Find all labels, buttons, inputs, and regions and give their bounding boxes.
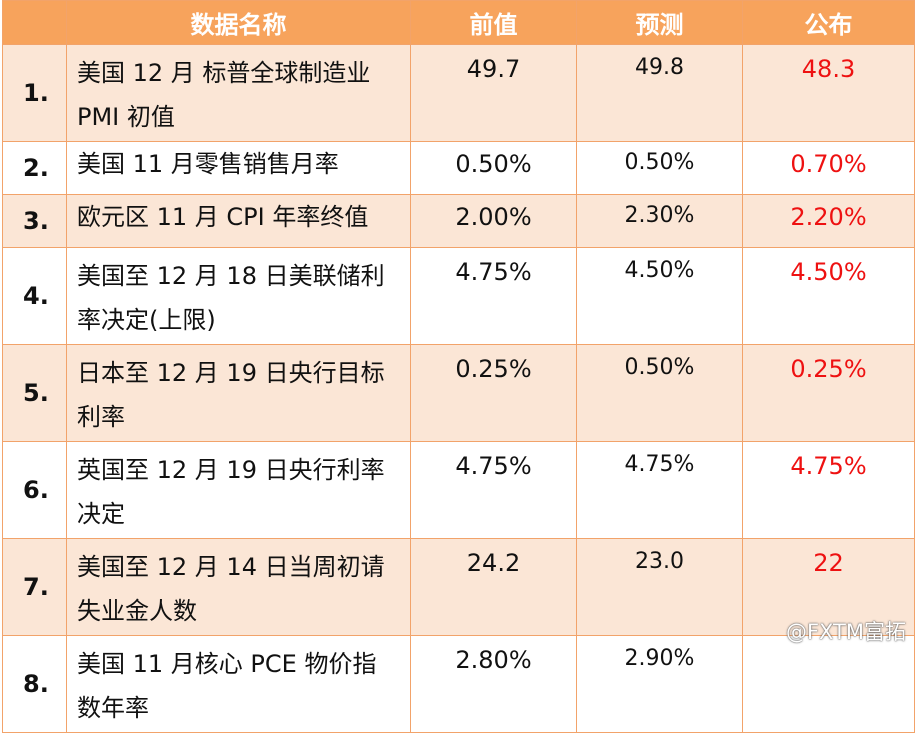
row-prev: 4.75% <box>410 247 577 345</box>
row-published: 22 <box>742 538 915 636</box>
row-name-line2: 利率 <box>77 403 125 431</box>
watermark-text: @FXTM富拓 <box>785 620 906 644</box>
row-forecast: 0.50% <box>576 344 743 442</box>
row-name-line2: 决定 <box>77 500 125 528</box>
row-prev: 2.80% <box>410 635 577 733</box>
row-forecast: 4.50% <box>576 247 743 345</box>
header-prev: 前值 <box>410 0 577 45</box>
row-name: 日本至 12 月 19 日央行目标 利率 <box>66 344 411 442</box>
row-name: 美国 11 月零售销售月率 <box>66 141 411 195</box>
header-name: 数据名称 <box>66 0 411 45</box>
table-row: 7. 美国至 12 月 14 日当周初请 失业金人数 24.2 23.0 22 <box>2 538 915 636</box>
row-forecast: 2.90% <box>576 635 743 733</box>
row-prev: 0.25% <box>410 344 577 442</box>
table-row: 6. 英国至 12 月 19 日央行利率 决定 4.75% 4.75% 4.75% <box>2 441 915 539</box>
table-row: 8. 美国 11 月核心 PCE 物价指 数年率 2.80% 2.90% <box>2 635 915 733</box>
row-published: 2.20% <box>742 194 915 248</box>
row-name: 欧元区 11 月 CPI 年率终值 <box>66 194 411 248</box>
header-published: 公布 <box>742 0 915 45</box>
row-prev: 2.00% <box>410 194 577 248</box>
row-name-line1: 美国 11 月零售销售月率 <box>77 150 339 178</box>
row-name: 英国至 12 月 19 日央行利率 决定 <box>66 441 411 539</box>
row-name: 美国 12 月 标普全球制造业 PMI 初值 <box>66 44 411 142</box>
row-number: 8. <box>2 635 67 733</box>
row-name-line2: PMI 初值 <box>77 103 175 131</box>
row-name: 美国至 12 月 14 日当周初请 失业金人数 <box>66 538 411 636</box>
row-name-line1: 欧元区 11 月 CPI 年率终值 <box>77 203 369 231</box>
row-published: 0.70% <box>742 141 915 195</box>
row-prev: 4.75% <box>410 441 577 539</box>
row-number: 5. <box>2 344 67 442</box>
header-forecast: 预测 <box>576 0 743 45</box>
table-row: 4. 美国至 12 月 18 日美联储利 率决定(上限) 4.75% 4.50% … <box>2 247 915 345</box>
row-forecast: 4.75% <box>576 441 743 539</box>
row-number: 7. <box>2 538 67 636</box>
row-name-line2: 数年率 <box>77 694 149 722</box>
row-name: 美国至 12 月 18 日美联储利 率决定(上限) <box>66 247 411 345</box>
row-forecast: 0.50% <box>576 141 743 195</box>
row-name-line1: 日本至 12 月 19 日央行目标 <box>77 359 385 387</box>
row-name-line2: 率决定(上限) <box>77 306 216 334</box>
row-prev: 24.2 <box>410 538 577 636</box>
header-row: 数据名称 前值 预测 公布 <box>2 0 915 45</box>
row-prev: 49.7 <box>410 44 577 142</box>
row-prev: 0.50% <box>410 141 577 195</box>
row-forecast: 23.0 <box>576 538 743 636</box>
table-row: 5. 日本至 12 月 19 日央行目标 利率 0.25% 0.50% 0.25% <box>2 344 915 442</box>
row-name-line1: 美国 11 月核心 PCE 物价指 <box>77 650 377 678</box>
row-published <box>742 635 915 733</box>
table-row: 1. 美国 12 月 标普全球制造业 PMI 初值 49.7 49.8 48.3 <box>2 44 915 142</box>
row-forecast: 49.8 <box>576 44 743 142</box>
row-published: 0.25% <box>742 344 915 442</box>
table-row: 3. 欧元区 11 月 CPI 年率终值 2.00% 2.30% 2.20% <box>2 194 915 248</box>
row-name-line2: 失业金人数 <box>77 597 197 625</box>
row-forecast: 2.30% <box>576 194 743 248</box>
row-name-line1: 美国 12 月 标普全球制造业 <box>77 59 371 87</box>
row-number: 2. <box>2 141 67 195</box>
row-name: 美国 11 月核心 PCE 物价指 数年率 <box>66 635 411 733</box>
row-published: 48.3 <box>742 44 915 142</box>
row-number: 3. <box>2 194 67 248</box>
row-name-line1: 美国至 12 月 14 日当周初请 <box>77 553 385 581</box>
row-number: 6. <box>2 441 67 539</box>
row-name-line1: 美国至 12 月 18 日美联储利 <box>77 262 385 290</box>
row-name-line1: 英国至 12 月 19 日央行利率 <box>77 456 385 484</box>
row-published: 4.50% <box>742 247 915 345</box>
row-number: 4. <box>2 247 67 345</box>
table-row: 2. 美国 11 月零售销售月率 0.50% 0.50% 0.70% <box>2 141 915 195</box>
header-number <box>2 0 67 45</box>
row-number: 1. <box>2 44 67 142</box>
row-published: 4.75% <box>742 441 915 539</box>
